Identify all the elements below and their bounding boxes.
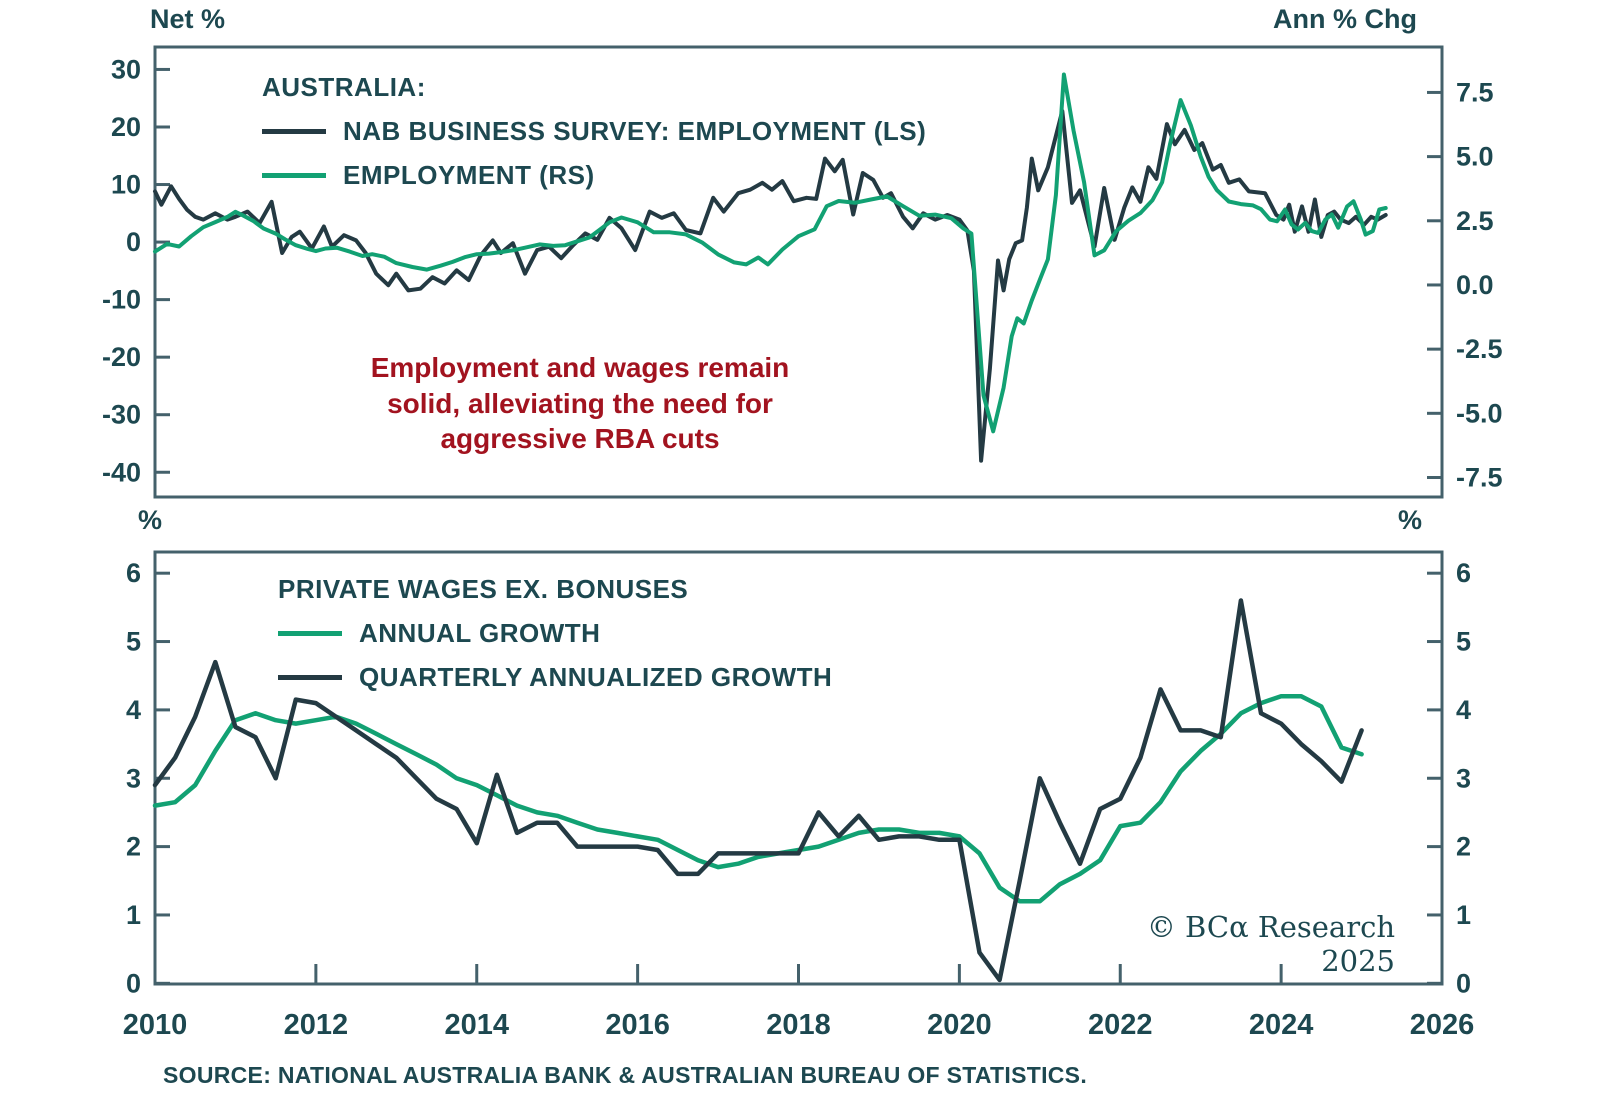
legend-item-label: NAB BUSINESS SURVEY: EMPLOYMENT (LS) [343,116,927,146]
svg-text:6: 6 [1456,558,1471,588]
legend-item-nab-survey: NAB BUSINESS SURVEY: EMPLOYMENT (LS) [262,116,926,147]
green-line-swatch [262,173,326,178]
svg-text:1: 1 [1456,900,1471,930]
svg-text:-10: -10 [102,285,141,315]
svg-text:6: 6 [126,558,141,588]
svg-text:20: 20 [111,112,141,142]
svg-text:5.0: 5.0 [1456,142,1494,172]
svg-text:2022: 2022 [1088,1009,1153,1041]
svg-text:-7.5: -7.5 [1456,462,1503,492]
svg-text:2026: 2026 [1410,1009,1475,1041]
legend-item-label: EMPLOYMENT (RS) [343,160,595,190]
svg-text:2012: 2012 [284,1009,349,1041]
svg-text:0: 0 [126,968,141,998]
svg-text:0.0: 0.0 [1456,270,1494,300]
top-left-axis-title: Net % [150,4,226,34]
annotation-text: Employment and wages remain solid, allev… [370,352,790,455]
bottom-panel-legend: PRIVATE WAGES EX. BONUSES ANNUAL GROWTH … [278,574,832,693]
svg-text:-30: -30 [102,400,141,430]
svg-text:-5.0: -5.0 [1456,398,1503,428]
svg-text:-40: -40 [102,457,141,487]
svg-text:-20: -20 [102,342,141,372]
svg-text:30: 30 [111,54,141,84]
dark-line-swatch [278,675,342,680]
svg-text:2016: 2016 [605,1009,670,1041]
svg-text:3: 3 [1456,763,1471,793]
svg-text:2020: 2020 [927,1009,992,1041]
svg-text:2: 2 [1456,832,1471,862]
top-panel-legend: AUSTRALIA: NAB BUSINESS SURVEY: EMPLOYME… [262,72,926,191]
svg-text:3: 3 [126,763,141,793]
svg-text:2014: 2014 [444,1009,509,1041]
legend-item-label: ANNUAL GROWTH [359,618,601,648]
bottom-left-axis-title: % [138,505,163,535]
svg-text:5: 5 [126,627,141,657]
svg-text:0: 0 [126,227,141,257]
bottom-right-axis-title: % [1397,505,1422,535]
svg-text:1: 1 [126,900,141,930]
svg-text:7.5: 7.5 [1456,77,1494,107]
top-right-axis-title: Ann % Chg [1273,4,1417,34]
svg-text:10: 10 [111,170,141,200]
svg-text:0: 0 [1456,968,1471,998]
legend-heading: AUSTRALIA: [262,72,426,102]
svg-text:5: 5 [1456,627,1471,657]
svg-text:4: 4 [126,695,141,725]
dark-line-swatch [262,129,326,134]
svg-text:2: 2 [126,832,141,862]
svg-text:2.5: 2.5 [1456,206,1494,236]
legend-heading: PRIVATE WAGES EX. BONUSES [278,574,689,604]
source-note: SOURCE: NATIONAL AUSTRALIA BANK & AUSTRA… [163,1062,1088,1088]
watermark: © BCα Research 2025 [1146,910,1395,978]
legend-item-annual-growth: ANNUAL GROWTH [278,618,832,649]
svg-text:2018: 2018 [766,1009,831,1041]
svg-text:-2.5: -2.5 [1456,334,1503,364]
legend-item-employment: EMPLOYMENT (RS) [262,160,926,191]
svg-text:2010: 2010 [123,1009,188,1041]
green-line-swatch [278,631,342,636]
legend-item-label: QUARTERLY ANNUALIZED GROWTH [359,662,833,692]
svg-text:4: 4 [1456,695,1471,725]
svg-text:2024: 2024 [1249,1009,1314,1041]
legend-item-quarterly-growth: QUARTERLY ANNUALIZED GROWTH [278,662,832,693]
